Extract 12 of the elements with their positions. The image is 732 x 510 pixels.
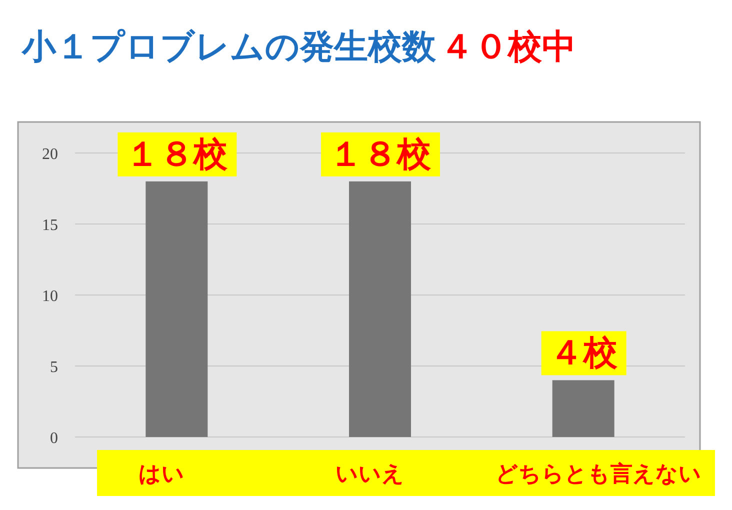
y-tick-label: 0 [50, 430, 58, 447]
y-tick-label: 5 [50, 359, 58, 376]
title: 小１プロブレムの発生校数 ４０校中 [22, 27, 576, 67]
y-tick-label: 15 [42, 217, 58, 234]
data-label: １８校 [329, 134, 432, 174]
data-label: ４校 [549, 333, 618, 374]
x-tick-label: いいえ [336, 462, 404, 487]
data-label: １８校 [126, 134, 229, 174]
x-tick-label: はい [138, 462, 185, 487]
y-tick-label: 20 [42, 146, 58, 163]
y-tick-label: 10 [42, 288, 58, 305]
x-tick-label: どちらとも言えない [495, 461, 702, 487]
